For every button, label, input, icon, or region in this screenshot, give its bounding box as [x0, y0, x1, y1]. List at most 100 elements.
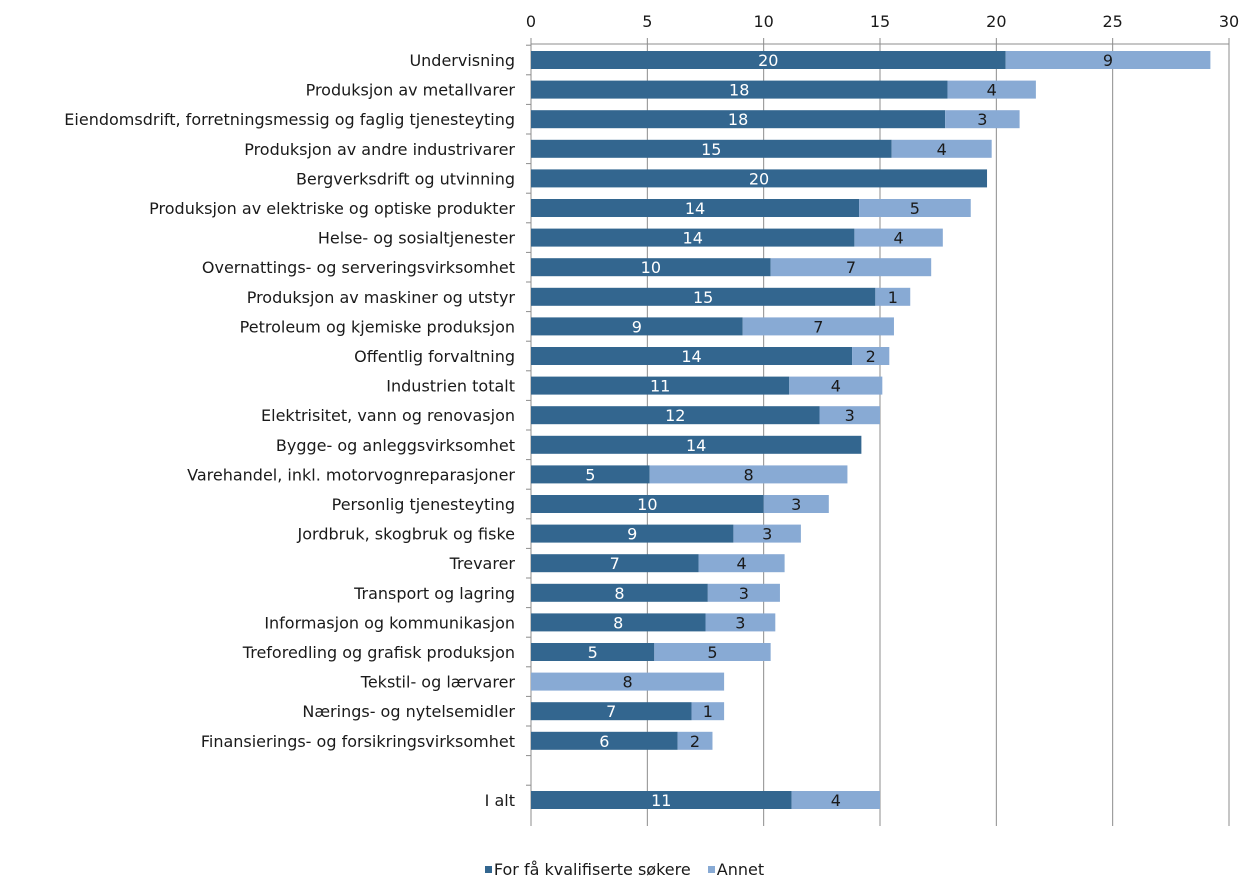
data-label-series-0: 10: [641, 258, 661, 277]
bar-series-1: [1005, 51, 1211, 69]
legend-label-series-1: Annet: [716, 860, 765, 879]
category-label: Bygge- og anleggsvirksomhet: [276, 436, 515, 455]
bar-series-1: [875, 287, 911, 306]
category-label: Treforedling og grafisk produksjon: [242, 643, 515, 662]
data-label-series-1: 7: [813, 317, 823, 336]
data-label-series-0: 9: [632, 317, 642, 336]
data-label-series-1: 9: [1103, 51, 1113, 70]
x-tick-label-15: 15: [870, 12, 890, 31]
data-label-series-1: 4: [937, 140, 947, 159]
category-label: Helse- og sosialtjenester: [318, 229, 516, 248]
bar-series-1: [698, 554, 785, 573]
category-label: Overnattings- og serveringsvirksomhet: [202, 258, 515, 277]
bar-series-0: [531, 524, 734, 543]
bar-series-1: [945, 110, 1020, 129]
category-label: Undervisning: [409, 51, 515, 70]
bar-series-1: [852, 347, 890, 365]
data-label-series-1: 3: [845, 406, 855, 425]
legend-label-series-0: For få kvalifiserte søkere: [493, 860, 691, 879]
data-label-series-1: 3: [791, 495, 801, 514]
data-label-series-0: 8: [614, 584, 624, 603]
category-label: Personlig tjenesteyting: [332, 495, 515, 514]
x-axis-ticks: 0 5 10 15 20 25 30: [526, 12, 1239, 44]
data-label-series-1: 1: [703, 702, 713, 721]
bar-series-1: [649, 465, 848, 484]
bar-series-0: [531, 258, 771, 277]
data-label-series-0: 12: [665, 406, 685, 425]
bar-series-1: [705, 613, 776, 632]
bar-series-0: [531, 495, 764, 513]
category-label: Jordbruk, skogbruk og fiske: [297, 525, 515, 544]
bar-series-1: [947, 80, 1036, 99]
bar-series-0: [531, 465, 650, 484]
category-label: Eiendomsdrift, forretningsmessig og fagl…: [64, 110, 515, 129]
bar-series-0: [531, 583, 708, 602]
category-label: Informasjon og kommunikasjon: [264, 613, 515, 632]
bar-series-0: [531, 317, 743, 336]
bar-series-0: [531, 228, 855, 247]
category-label: Tekstil- og lærvarer: [360, 673, 516, 692]
data-label-series-1: 2: [690, 732, 700, 751]
data-label-series-0: 20: [749, 169, 769, 188]
bar-series-0: [531, 51, 1006, 69]
data-label-series-0: 14: [683, 229, 703, 248]
bar-series-0: [531, 199, 860, 217]
data-label-series-0: 11: [651, 791, 671, 810]
category-label: Elektrisitet, vann og renovasjon: [261, 406, 515, 425]
category-label: Transport og lagring: [353, 584, 515, 603]
bar-series-0: [531, 643, 655, 661]
bar-series-1: [654, 643, 771, 661]
bar-series-1: [819, 406, 880, 425]
category-label: Petroleum og kjemiske produksjon: [240, 317, 515, 336]
bar-series-0: [531, 169, 988, 188]
bar-series-0: [531, 376, 790, 395]
bar-series-0: [531, 702, 692, 721]
category-label: Industrien totalt: [386, 377, 515, 396]
data-label-series-1: 1: [888, 288, 898, 307]
category-label: Offentlig forvaltning: [354, 347, 515, 366]
data-label-series-0: 18: [729, 81, 749, 100]
data-label-series-0: 7: [606, 702, 616, 721]
x-tick-label-25: 25: [1102, 12, 1122, 31]
x-tick-label-5: 5: [642, 12, 652, 31]
data-label-series-0: 20: [758, 51, 778, 70]
data-label-series-1: 7: [846, 258, 856, 277]
bars: [531, 51, 1211, 809]
category-label: Produksjon av maskiner og utstyr: [247, 288, 516, 307]
legend: For få kvalifiserte søkere Annet: [0, 860, 1249, 879]
bar-series-1: [677, 731, 713, 750]
data-label-series-0: 15: [701, 140, 721, 159]
bar-series-0: [531, 347, 853, 365]
bar-series-1: [859, 199, 971, 217]
category-label: Produksjon av andre industrivarer: [244, 140, 515, 159]
data-label-series-0: 14: [685, 199, 705, 218]
x-tick-label-20: 20: [986, 12, 1006, 31]
bar-series-1: [791, 791, 880, 809]
data-label-series-1: 8: [743, 465, 753, 484]
bar-series-1: [691, 702, 725, 721]
data-label-series-0: 18: [728, 110, 748, 129]
category-label: Nærings- og nytelsemidler: [302, 702, 515, 721]
bar-series-0: [531, 791, 792, 809]
data-label-series-1: 4: [894, 229, 904, 248]
data-label-series-0: 14: [686, 436, 706, 455]
data-label-series-1: 3: [762, 525, 772, 544]
data-label-series-1: 2: [866, 347, 876, 366]
x-tick-label-0: 0: [526, 12, 536, 31]
bar-series-0: [531, 110, 946, 129]
x-tick-label-10: 10: [753, 12, 773, 31]
bar-series-1: [742, 317, 894, 336]
bar-series-0: [531, 80, 948, 99]
bar-series-0: [531, 287, 876, 306]
category-label: Produksjon av elektriske og optiske prod…: [149, 199, 515, 218]
bar-series-1: [531, 672, 725, 691]
data-label-series-1: 8: [622, 673, 632, 692]
data-label-series-1: 3: [977, 110, 987, 129]
legend-swatch-series-1: [707, 866, 715, 873]
data-label-series-0: 5: [588, 643, 598, 662]
category-label: Bergverksdrift og utvinning: [296, 169, 515, 188]
data-label-series-0: 11: [650, 377, 670, 396]
data-label-series-1: 5: [910, 199, 920, 218]
